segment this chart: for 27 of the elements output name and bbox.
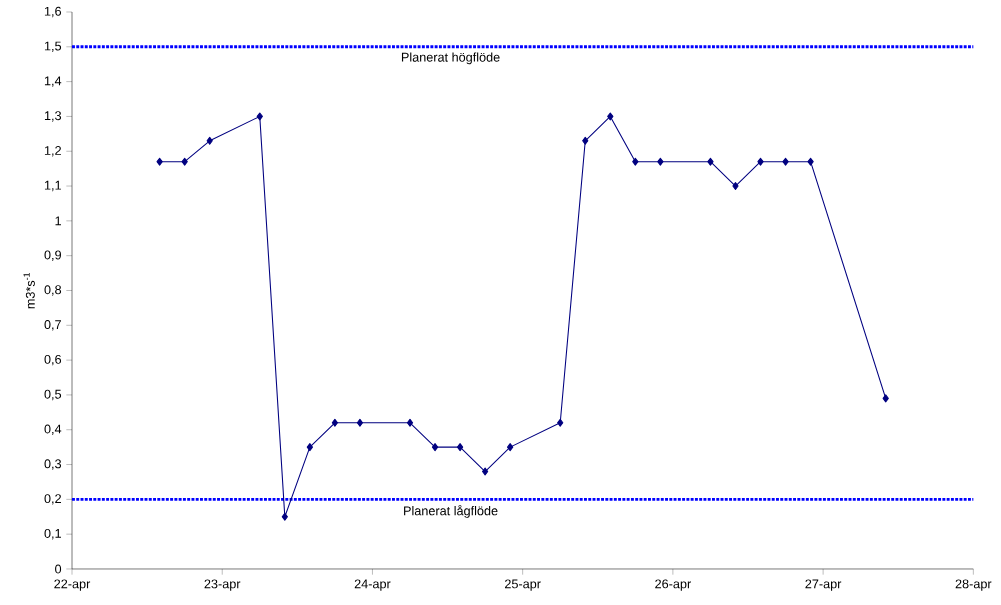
y-axis-title: m3*s$^{-1}$ bbox=[23, 272, 35, 309]
x-tick-label: 27-apr bbox=[805, 579, 842, 591]
x-tick-label: 23-apr bbox=[204, 579, 241, 591]
y-tick-label: 1,6 bbox=[44, 6, 62, 18]
y-tick-label: 0 bbox=[55, 564, 62, 574]
y-tick-label: 0,1 bbox=[44, 528, 61, 540]
y-tick-label: 0,5 bbox=[44, 389, 62, 401]
y-tick-label: 1,2 bbox=[44, 146, 61, 157]
x-tick-label: 22-apr bbox=[54, 579, 91, 591]
y-tick-label: 1,5 bbox=[44, 41, 62, 52]
y-tick-label: 0,6 bbox=[44, 354, 62, 366]
x-tick-label: 28-apr bbox=[955, 579, 992, 591]
x-tick-label: 24-apr bbox=[354, 579, 391, 591]
y-tick-label: 1 bbox=[55, 216, 61, 226]
ref-line-label: Planerat lågflöde bbox=[404, 504, 498, 518]
y-tick-label: 0,4 bbox=[44, 424, 62, 435]
y-tick-label: 0,2 bbox=[44, 494, 61, 505]
y-tick-label: 1,3 bbox=[44, 111, 62, 122]
ref-line-label: Planerat högflöde bbox=[401, 52, 500, 65]
y-tick-label: 0,7 bbox=[44, 320, 61, 331]
y-tick-label: 0,9 bbox=[44, 250, 61, 261]
y-tick-label: 1,4 bbox=[44, 76, 62, 87]
x-tick-label: 26-apr bbox=[655, 579, 691, 591]
x-tick-label: 25-apr bbox=[504, 579, 541, 591]
y-tick-label: 1,1 bbox=[44, 180, 61, 192]
y-tick-label: 0,8 bbox=[44, 285, 62, 296]
y-tick-label: 0,3 bbox=[44, 459, 62, 470]
